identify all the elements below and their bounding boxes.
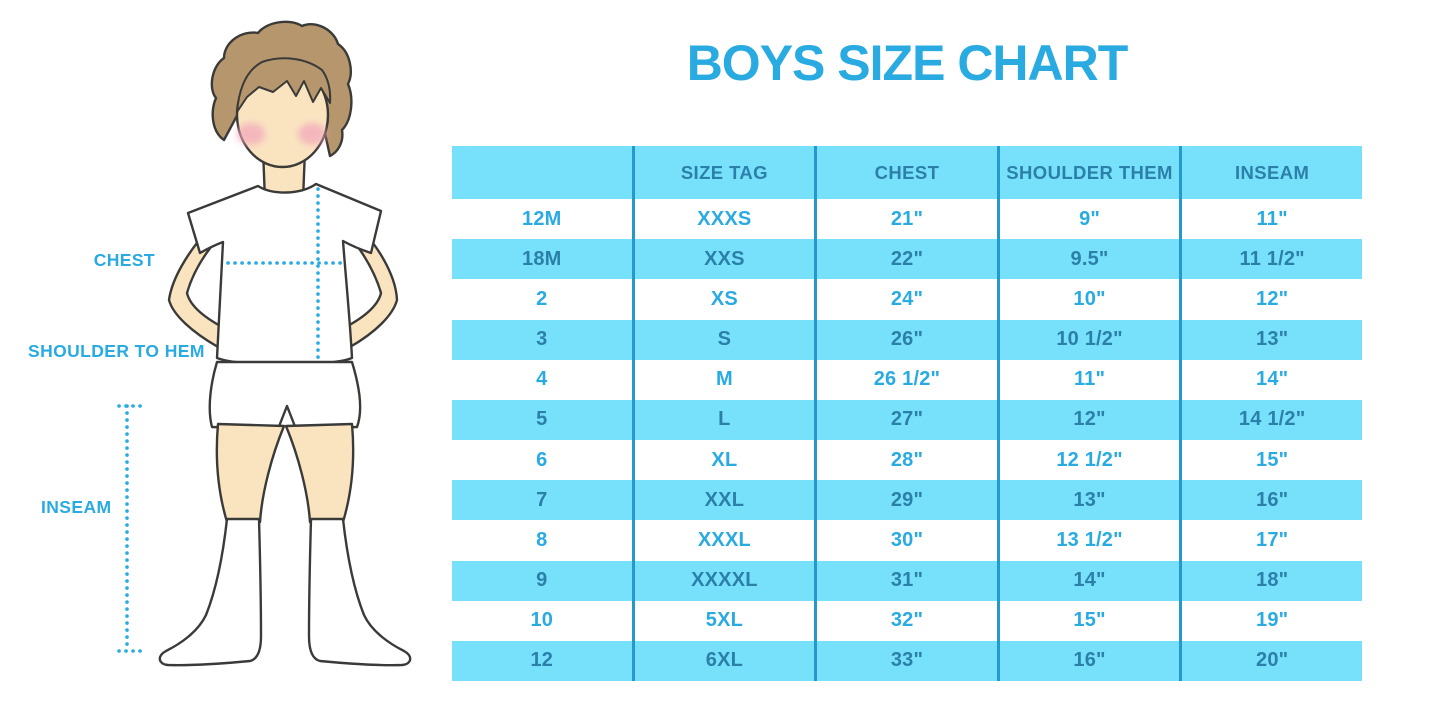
table-header-row: SIZE TAG CHEST SHOULDER THEM INSEAM <box>452 146 1362 199</box>
size-value-cell: S <box>631 319 815 360</box>
size-value-cell: 16" <box>1179 480 1362 521</box>
size-value-cell: XS <box>631 279 815 320</box>
size-label-cell: 8 <box>536 528 548 551</box>
table-row: 7 XXL 29" 13" 16" <box>452 480 1362 521</box>
size-value-cell: L <box>631 399 815 441</box>
size-value-cell: 14" <box>996 560 1180 601</box>
size-label-cell: 18M <box>522 247 562 270</box>
size-value-cell: 32" <box>814 600 997 641</box>
table-row: 9 XXXXL 31" 14" 18" <box>452 560 1362 601</box>
size-value-cell: 33" <box>814 640 997 682</box>
table-row: 8 XXXL 30" 13 1/2" 17" <box>452 520 1362 561</box>
size-value-cell: 15" <box>996 600 1180 641</box>
size-value-cell: XL <box>631 440 815 481</box>
size-value-cell: 13 1/2" <box>996 520 1180 561</box>
measurement-label-inseam: INSEAM <box>41 497 112 517</box>
size-value-cell: 18" <box>1179 560 1362 601</box>
column-header: SIZE TAG <box>631 146 815 199</box>
shorts <box>208 360 362 431</box>
size-value-cell: 9.5" <box>996 239 1180 280</box>
size-label-cell: 2 <box>536 287 548 310</box>
inseam-dotted-line <box>117 404 143 653</box>
right-sock <box>307 517 412 667</box>
size-value-cell: XXXS <box>631 199 815 240</box>
size-value-cell: 20" <box>1179 640 1362 682</box>
size-value-cell: XXXL <box>631 520 815 561</box>
table-row: 18M XXS 22" 9.5" 11 1/2" <box>452 239 1362 280</box>
size-value-cell: 26" <box>814 319 997 360</box>
left-cheek <box>237 123 265 145</box>
size-value-cell: 29" <box>814 480 997 521</box>
size-label-cell: 12M <box>522 207 562 230</box>
hair-fringe <box>236 57 332 113</box>
size-value-cell: 28" <box>814 440 997 481</box>
size-value-cell: 22" <box>814 239 997 280</box>
table-row: 6 XL 28" 12 1/2" 15" <box>452 440 1362 481</box>
column-header: INSEAM <box>1179 146 1362 199</box>
size-value-cell: 11 1/2" <box>1179 239 1362 280</box>
measurement-label-chest: CHEST <box>93 250 155 270</box>
page-title: BOYS SIZE CHART <box>686 35 1129 91</box>
size-value-cell: 10 1/2" <box>996 319 1180 360</box>
size-value-cell: 17" <box>1179 520 1362 561</box>
table-row: 12M XXXS 21" 9" 11" <box>452 199 1362 240</box>
size-value-cell: 9" <box>996 199 1180 240</box>
left-leg <box>215 422 286 524</box>
left-sock <box>158 517 263 667</box>
column-header: SHOULDER THEM <box>996 146 1180 199</box>
size-value-cell: XXS <box>631 239 815 280</box>
size-value-cell: 14" <box>1179 359 1362 400</box>
size-value-cell: 19" <box>1179 600 1362 641</box>
right-leg <box>284 422 355 524</box>
size-label-cell: 4 <box>536 368 548 391</box>
table-row: 3 S 26" 10 1/2" 13" <box>452 319 1362 360</box>
table-row: 5 L 27" 12" 14 1/2" <box>452 399 1362 441</box>
column-header <box>452 146 632 199</box>
table-row: 12 6XL 33" 16" 20" <box>452 640 1362 682</box>
size-value-cell: 30" <box>814 520 997 561</box>
size-value-cell: 5XL <box>631 600 815 641</box>
table-row: 4 M 26 1/2" 11" 14" <box>452 359 1362 400</box>
size-value-cell: 26 1/2" <box>814 359 997 400</box>
size-value-cell: 6XL <box>631 640 815 682</box>
measurement-label-shoulder-to-hem: SHOULDER TO HEM <box>28 341 205 361</box>
size-value-cell: XXXXL <box>631 560 815 601</box>
size-value-cell: 27" <box>814 399 997 441</box>
size-value-cell: 11" <box>1179 199 1362 240</box>
size-value-cell: 12 1/2" <box>996 440 1180 481</box>
size-value-cell: 13" <box>1179 319 1362 360</box>
column-header: CHEST <box>814 146 997 199</box>
t-shirt <box>186 182 383 366</box>
size-value-cell: 10" <box>996 279 1180 320</box>
size-value-cell: 12" <box>996 399 1180 441</box>
size-value-cell: 21" <box>814 199 997 240</box>
size-label-cell: 6 <box>536 448 548 471</box>
size-value-cell: 24" <box>814 279 997 320</box>
boy-measurement-illustration <box>117 20 412 667</box>
size-value-cell: 12" <box>1179 279 1362 320</box>
size-label-cell: 12 <box>530 649 554 672</box>
size-value-cell: 16" <box>996 640 1180 682</box>
size-value-cell: 14 1/2" <box>1179 399 1362 441</box>
table-row: 10 5XL 32" 15" 19" <box>452 600 1362 641</box>
size-value-cell: M <box>631 359 815 400</box>
right-cheek <box>298 123 326 145</box>
size-label-cell: 5 <box>536 408 548 431</box>
size-table: SIZE TAG CHEST SHOULDER THEM INSEAM 12M XXXS 2… <box>452 146 1362 682</box>
size-label-cell: 3 <box>536 328 548 351</box>
size-value-cell: 11" <box>996 359 1180 400</box>
size-value-cell: 13" <box>996 480 1180 521</box>
size-value-cell: 15" <box>1179 440 1362 481</box>
size-value-cell: 31" <box>814 560 997 601</box>
size-label-cell: 10 <box>530 609 554 632</box>
size-label-cell: 7 <box>536 488 548 511</box>
size-value-cell: XXL <box>631 480 815 521</box>
table-row: 2 XS 24" 10" 12" <box>452 279 1362 320</box>
size-label-cell: 9 <box>536 569 548 592</box>
